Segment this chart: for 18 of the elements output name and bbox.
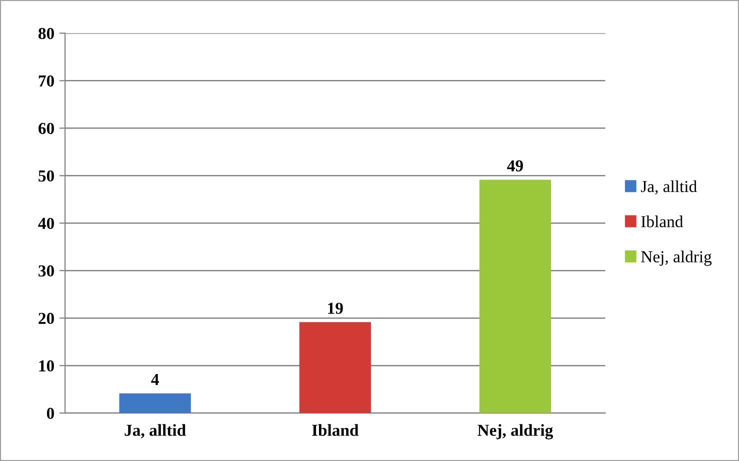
data-label: 49 — [507, 160, 523, 172]
x-tick-label: Nej, aldrig — [478, 424, 553, 440]
y-tick-label: 20 — [38, 312, 54, 324]
x-tick-label: Ja, alltid — [124, 424, 186, 438]
y-tick-label: 70 — [38, 75, 54, 87]
y-tick-label: 40 — [38, 218, 54, 230]
data-label: 19 — [328, 302, 343, 314]
legend-label: Ibland — [641, 216, 684, 228]
legend-label: Ja, alltid — [640, 180, 697, 195]
y-tick-label: 0 — [46, 408, 54, 420]
y-tick-label: 10 — [39, 360, 54, 372]
x-tick-label: Ibland — [312, 424, 359, 436]
legend-label: Nej, aldrig — [641, 250, 712, 266]
data-label: 4 — [151, 374, 159, 385]
y-tick-label: 30 — [38, 265, 54, 277]
y-tick-label: 60 — [38, 122, 54, 134]
y-tick-label: 50 — [38, 170, 54, 182]
y-tick-label: 80 — [38, 28, 54, 40]
